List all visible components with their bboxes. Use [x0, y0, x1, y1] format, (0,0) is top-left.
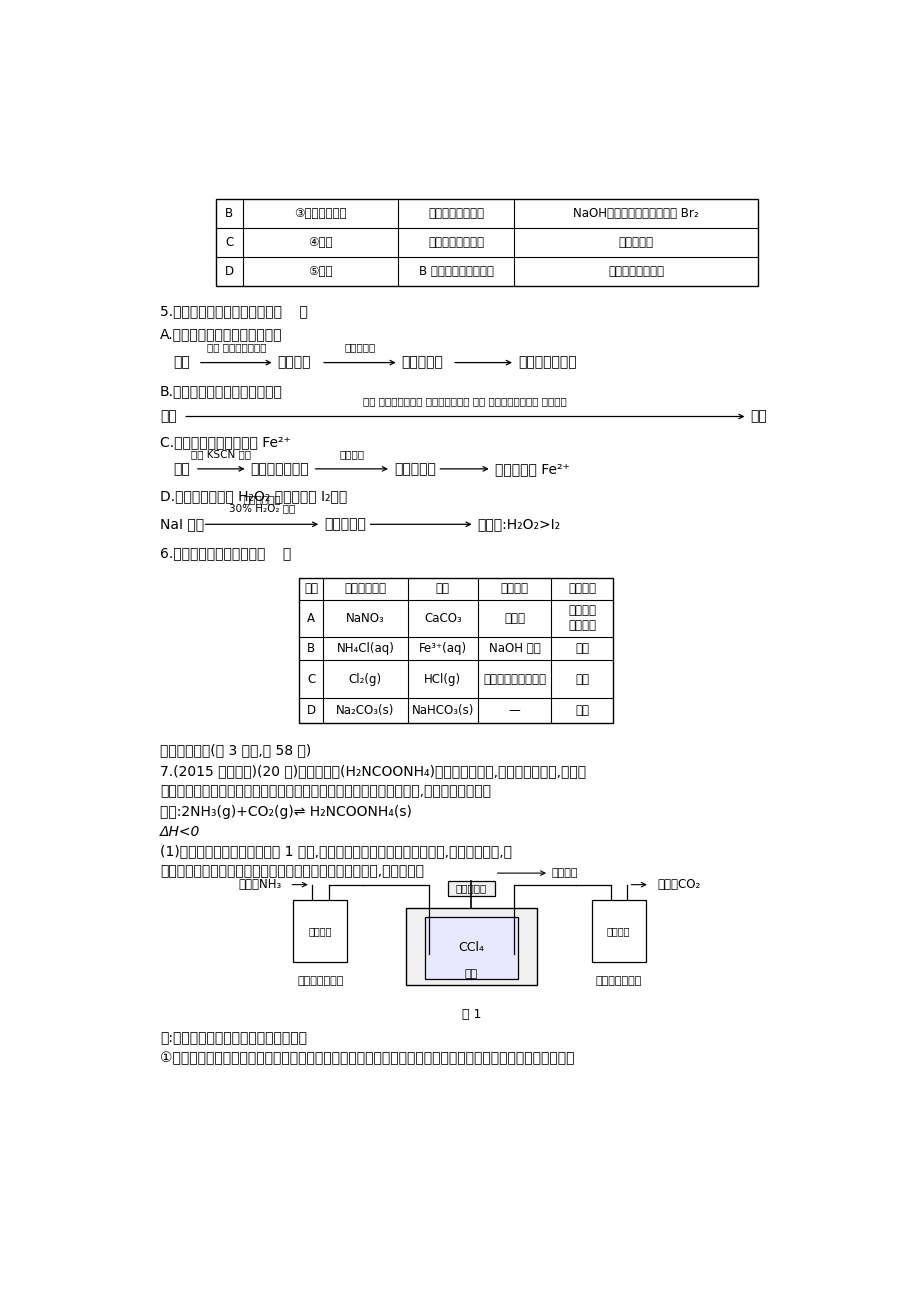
- Text: 溶解、过
滤、蕲发: 溶解、过 滤、蕲发: [568, 604, 596, 633]
- Text: CCl₄: CCl₄: [458, 941, 484, 954]
- Text: 灌烧: 灌烧: [574, 704, 589, 717]
- Text: 饱和食盐水、浓硫酸: 饱和食盐水、浓硫酸: [482, 673, 545, 686]
- Text: NH₄Cl(aq): NH₄Cl(aq): [336, 642, 394, 655]
- Text: 二、非选择题(共 3 小题,共 58 分): 二、非选择题(共 3 小题,共 58 分): [160, 743, 311, 756]
- Text: 洗气瓶中溶液袎色: 洗气瓶中溶液袎色: [427, 236, 483, 249]
- Text: C: C: [225, 236, 233, 249]
- Text: —: —: [508, 704, 520, 717]
- Text: 被提纯的物质: 被提纯的物质: [344, 582, 386, 595]
- Text: 沉淀不溶解: 沉淀不溶解: [402, 355, 443, 370]
- Text: ①发生器用冰水冷却的原因是　　　　　　　　　　　　　　　　　　　　　　　　。液体石蠹鼓泡瓶的作用是: ①发生器用冰水冷却的原因是 。液体石蠹鼓泡瓶的作用是: [160, 1051, 573, 1065]
- Text: 液体石蜡: 液体石蜡: [308, 926, 332, 936]
- Text: 生成了乙烯: 生成了乙烯: [618, 236, 653, 249]
- Text: ΔH<0: ΔH<0: [160, 824, 200, 838]
- Text: Cl₂(g): Cl₂(g): [348, 673, 381, 686]
- Text: 白色沉淀: 白色沉淀: [278, 355, 311, 370]
- Text: 杂质: 杂质: [436, 582, 449, 595]
- Text: 下层液体颜色变浅: 下层液体颜色变浅: [427, 207, 483, 220]
- Bar: [405, 907, 537, 984]
- Text: C.检验某溶液中是否含有 Fe²⁺: C.检验某溶液中是否含有 Fe²⁺: [160, 435, 290, 449]
- Text: A: A: [307, 612, 314, 625]
- Text: 溶解 足量碳酸钠溶液 足量氯化钡溶液 过滤 滤液中滴加稀盐酸 蒸发结晶: 溶解 足量碳酸钠溶液 足量氯化钡溶液 过滤 滤液中滴加稀盐酸 蒸发结晶: [363, 397, 566, 406]
- Text: 溶解 足量硝酸钡溶液: 溶解 足量硝酸钡溶液: [206, 342, 266, 353]
- Bar: [591, 900, 645, 962]
- Text: NaOH溡液可除去溡在苯中的 Br₂: NaOH溡液可除去溡在苯中的 Br₂: [573, 207, 698, 220]
- Text: 洗气: 洗气: [574, 673, 589, 686]
- Text: D: D: [224, 266, 233, 279]
- Text: 粗盐: 粗盐: [160, 410, 176, 423]
- Text: NaI 溶液: NaI 溶液: [160, 517, 204, 531]
- Text: 选项: 选项: [304, 582, 318, 595]
- Text: 样品: 样品: [173, 355, 189, 370]
- Bar: [448, 881, 494, 896]
- Text: 溶液变蓝色: 溶液变蓝色: [323, 517, 366, 531]
- Text: 除杂方法: 除杂方法: [568, 582, 596, 595]
- Text: 5.下列实验设计能够成功的是（    ）: 5.下列实验设计能够成功的是（ ）: [160, 305, 308, 318]
- Text: 成的氨基甲酸钐小晶体悬浮在四氯化硰中。当悬浮物较多时,停止制备。: 成的氨基甲酸钐小晶体悬浮在四氯化硰中。当悬浮物较多时,停止制备。: [160, 865, 424, 879]
- Text: Fe³⁺(aq): Fe³⁺(aq): [418, 642, 466, 655]
- Text: 30% H₂O₂ 溶液: 30% H₂O₂ 溶液: [229, 504, 295, 513]
- Text: HCl(g): HCl(g): [424, 673, 461, 686]
- Text: (1)制备氨基甲酸钐的装置如图 1 所示,把氨气和二氧化砸通入四氯化硰中,不断攅拌混合,生: (1)制备氨基甲酸钐的装置如图 1 所示,把氨气和二氧化砸通入四氯化硰中,不断攅…: [160, 845, 511, 858]
- Text: 液体石蜡: 液体石蜡: [607, 926, 630, 936]
- Text: 锥的金属性比铜强: 锥的金属性比铜强: [607, 266, 664, 279]
- Text: B.除去粗盐中含有的硫酸钓杂质: B.除去粗盐中含有的硫酸钓杂质: [160, 384, 282, 398]
- Text: 滴加稀盐酸: 滴加稀盐酸: [344, 342, 375, 353]
- Text: NaHCO₃(s): NaHCO₃(s): [411, 704, 473, 717]
- Text: B 极上有红色固体析出: B 极上有红色固体析出: [418, 266, 493, 279]
- Text: 干燥的NH₃: 干燥的NH₃: [238, 878, 281, 891]
- Text: 冰水: 冰水: [464, 969, 478, 979]
- Bar: [216, 199, 757, 286]
- Text: 过滤: 过滤: [574, 642, 589, 655]
- Text: C: C: [307, 673, 315, 686]
- Text: Na₂CO₃(s): Na₂CO₃(s): [335, 704, 394, 717]
- Text: 干燥的CO₂: 干燥的CO₂: [657, 878, 700, 891]
- Text: 液体石蜡鼓泡瓶: 液体石蜡鼓泡瓶: [297, 975, 343, 986]
- Text: 7.(2015 湖北模拟)(20 分)氨基甲酸钐(H₂NCOONH₄)是一种白色固体,易分解、易水解,可用作: 7.(2015 湖北模拟)(20 分)氨基甲酸钐(H₂NCOONH₄)是一种白色…: [160, 764, 585, 779]
- Text: 电动搅拌器: 电动搅拌器: [456, 884, 486, 893]
- Text: 注:四氯化硰与液体石蠹均为惰性介质。: 注:四氯化硰与液体石蠹均为惰性介质。: [160, 1031, 307, 1046]
- Text: 肥料、灬火剂、洗浤剂等。某化学兴趣小组用如下方法制备氨基甲酸钐,反应的化学方程式: 肥料、灬火剂、洗浤剂等。某化学兴趣小组用如下方法制备氨基甲酸钐,反应的化学方程式: [160, 785, 491, 798]
- Bar: [425, 917, 517, 979]
- Text: 溶液: 溶液: [173, 462, 189, 475]
- Text: D: D: [306, 704, 315, 717]
- Text: NaNO₃: NaNO₃: [346, 612, 384, 625]
- Text: 稀硝酸及淀粉: 稀硝酸及淀粉: [243, 495, 280, 504]
- Text: ④加热: ④加热: [308, 236, 333, 249]
- Text: CaCO₃: CaCO₃: [424, 612, 461, 625]
- Text: B: B: [307, 642, 315, 655]
- Text: 液体石蜡鼓泡瓶: 液体石蜡鼓泡瓶: [595, 975, 641, 986]
- Text: 尾气处理: 尾气处理: [550, 868, 577, 878]
- Text: ③中振荡后静置: ③中振荡后静置: [294, 207, 346, 220]
- Text: 氧化性:H₂O₂>I₂: 氧化性:H₂O₂>I₂: [477, 517, 561, 531]
- Bar: [299, 578, 613, 723]
- Text: 滴加氯水: 滴加氯水: [339, 449, 364, 458]
- Text: A.检验亚硫酸钓样品是否变质：: A.检验亚硫酸钓样品是否变质：: [160, 327, 282, 341]
- Text: 精盐: 精盐: [750, 410, 766, 423]
- Text: 说明样品已变质: 说明样品已变质: [517, 355, 576, 370]
- Text: 溶液变红色: 溶液变红色: [393, 462, 436, 475]
- Text: 6.下列除杂方案错误的是（    ）: 6.下列除杂方案错误的是（ ）: [160, 546, 291, 560]
- Text: 如下:2NH₃(g)+CO₂(g)⇌ H₂NCOONH₄(s): 如下:2NH₃(g)+CO₂(g)⇌ H₂NCOONH₄(s): [160, 805, 412, 819]
- Text: B: B: [225, 207, 233, 220]
- Text: 溶液颜色无变化: 溶液颜色无变化: [250, 462, 309, 475]
- Text: 滴加 KSCN 溶液: 滴加 KSCN 溶液: [191, 449, 251, 458]
- Bar: [293, 900, 347, 962]
- Text: 图 1: 图 1: [461, 1008, 481, 1021]
- Text: NaOH 溡液: NaOH 溡液: [488, 642, 539, 655]
- Text: 除杂试剂: 除杂试剂: [500, 582, 528, 595]
- Text: D.证明酸性条件下 H₂O₂ 的氧化性比 I₂强：: D.证明酸性条件下 H₂O₂ 的氧化性比 I₂强：: [160, 488, 346, 503]
- Text: ⑤通电: ⑤通电: [308, 266, 333, 279]
- Text: 溶液中含有 Fe²⁺: 溶液中含有 Fe²⁺: [494, 462, 569, 475]
- Text: 蒸馏水: 蒸馏水: [504, 612, 525, 625]
